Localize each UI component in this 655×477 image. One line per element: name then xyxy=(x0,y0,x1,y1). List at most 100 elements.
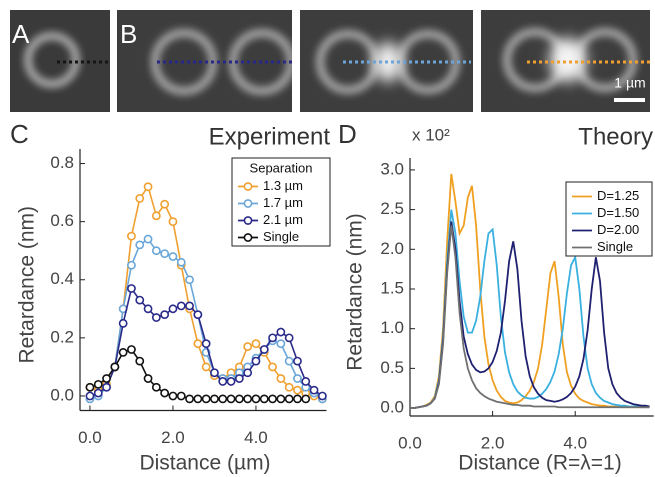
data-point xyxy=(211,395,218,402)
data-point xyxy=(244,343,251,350)
y-tick-label: 3.0 xyxy=(380,159,404,178)
data-point xyxy=(186,276,193,283)
legend-marker xyxy=(244,217,251,224)
data-point xyxy=(227,395,234,402)
y-tick-label: 2.0 xyxy=(380,239,404,258)
data-point xyxy=(128,346,135,353)
data-point xyxy=(269,395,276,402)
legend-marker xyxy=(244,200,251,207)
figure: A B 1 µm C D Experiment Retardance (nm) Di… xyxy=(0,0,655,477)
panel-label: A xyxy=(12,19,30,49)
data-point xyxy=(294,375,301,382)
x-tick-label: 4.0 xyxy=(244,428,268,447)
y-tick-label: 2.5 xyxy=(380,199,404,218)
data-point xyxy=(144,305,151,312)
data-point xyxy=(153,212,160,219)
data-point xyxy=(277,328,284,335)
x-tick-label: 0.0 xyxy=(78,428,102,447)
data-point xyxy=(178,392,185,399)
panel-label: D xyxy=(338,119,357,149)
micrograph-b1 xyxy=(117,10,292,112)
data-point xyxy=(236,375,243,382)
data-point xyxy=(269,334,276,341)
data-point xyxy=(103,384,110,391)
data-point xyxy=(294,387,301,394)
y-tick-label: 0.2 xyxy=(50,327,74,346)
data-point xyxy=(136,195,143,202)
data-point xyxy=(95,381,102,388)
data-point xyxy=(178,259,185,266)
scale-bar-label: 1 µm xyxy=(614,75,645,91)
y-tick-label: 0.0 xyxy=(50,385,74,404)
data-point xyxy=(252,358,259,365)
legend-title: Separation xyxy=(250,160,313,175)
data-point xyxy=(286,358,293,365)
y-axis-label: Retardance (nm) xyxy=(16,206,39,364)
data-point xyxy=(227,378,234,385)
data-point xyxy=(211,369,218,376)
data-point xyxy=(153,247,160,254)
data-point xyxy=(111,363,118,370)
data-point xyxy=(261,346,268,353)
data-point xyxy=(219,395,226,402)
y-axis-label: Retardance (nm) xyxy=(344,213,367,371)
x-tick-label: 2.0 xyxy=(481,433,505,452)
data-point xyxy=(277,340,284,347)
panel-label: B xyxy=(120,19,137,49)
data-point xyxy=(269,363,276,370)
data-point xyxy=(128,233,135,240)
data-point xyxy=(144,183,151,190)
data-point xyxy=(319,392,326,399)
y-tick-label: 0.4 xyxy=(50,269,74,288)
data-point xyxy=(286,334,293,341)
data-point xyxy=(169,392,176,399)
data-point xyxy=(161,311,168,318)
legend-marker xyxy=(244,234,251,241)
legend-label: 1.7 µm xyxy=(263,195,303,210)
legend-label: Single xyxy=(597,239,633,254)
y-tick-label: 1.5 xyxy=(380,278,404,297)
data-point xyxy=(310,387,317,394)
data-point xyxy=(95,389,102,396)
data-point xyxy=(103,375,110,382)
data-point xyxy=(169,218,176,225)
data-point xyxy=(128,285,135,292)
data-point xyxy=(203,395,210,402)
data-point xyxy=(302,378,309,385)
data-point xyxy=(161,201,168,208)
x-axis-label: Distance (R=λ=1) xyxy=(458,452,621,475)
series-line xyxy=(90,349,306,398)
chart-title: Experiment xyxy=(209,123,331,150)
data-point xyxy=(136,358,143,365)
x-tick-label: 0.0 xyxy=(398,433,422,452)
data-point xyxy=(302,395,309,402)
data-point xyxy=(186,395,193,402)
data-point xyxy=(86,392,93,399)
micrograph-b3 xyxy=(481,10,650,112)
panel-label: C xyxy=(10,119,29,149)
data-point xyxy=(277,395,284,402)
data-point xyxy=(144,375,151,382)
data-point xyxy=(144,235,151,242)
data-point xyxy=(244,369,251,376)
data-point xyxy=(203,363,210,370)
x-tick-label: 4.0 xyxy=(563,433,587,452)
data-point xyxy=(261,395,268,402)
data-point xyxy=(219,378,226,385)
micrograph-b2 xyxy=(300,10,473,112)
data-point xyxy=(120,349,127,356)
legend-label: 2.1 µm xyxy=(263,212,303,227)
chart-title: Theory xyxy=(578,123,653,150)
legend-label: D=1.50 xyxy=(597,205,639,220)
page: {"figure": {"panel_labels": ["A", "B", "… xyxy=(0,0,655,477)
data-point xyxy=(136,296,143,303)
data-point xyxy=(153,384,160,391)
data-point xyxy=(236,395,243,402)
data-point xyxy=(294,395,301,402)
data-point xyxy=(294,358,301,365)
data-point xyxy=(169,253,176,260)
data-point xyxy=(136,241,143,248)
x-tick-label: 2.0 xyxy=(161,428,185,447)
data-point xyxy=(194,311,201,318)
